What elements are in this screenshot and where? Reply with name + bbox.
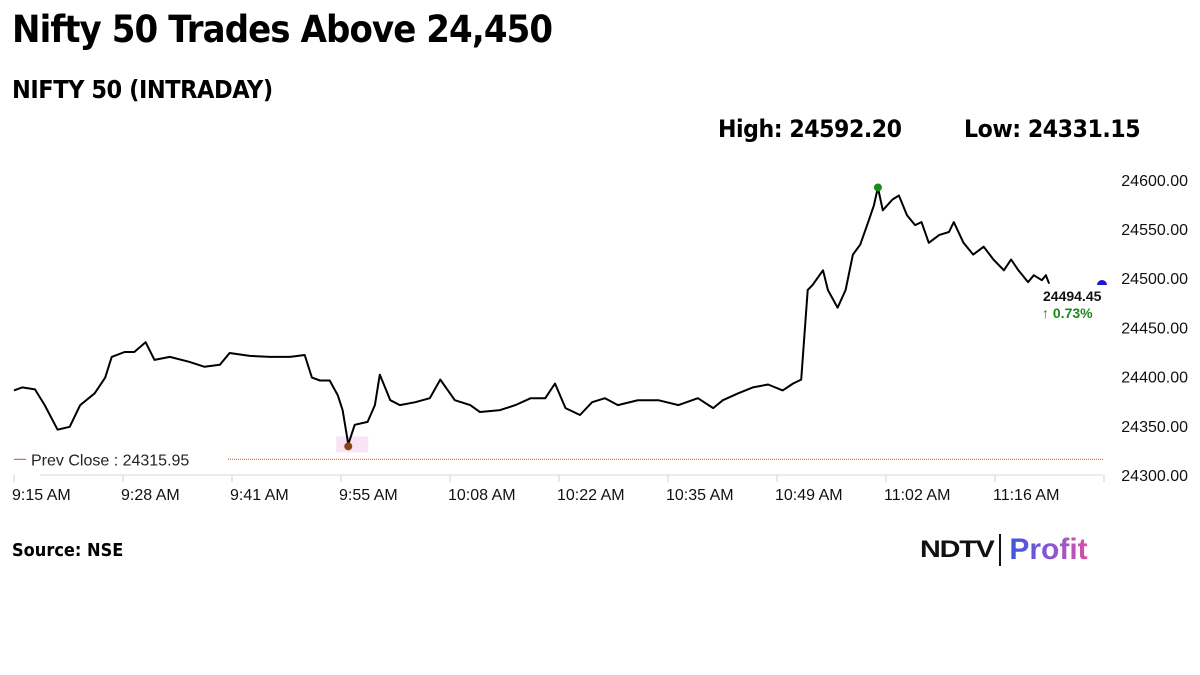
day-high-label: High: 24592.20	[718, 115, 902, 143]
last-value-marker	[1097, 280, 1107, 285]
y-tick-label: 24350.00	[1121, 419, 1188, 436]
ndtv-profit-logo: NDTV Profit	[920, 532, 1088, 568]
logo-profit-text: Profit	[1009, 533, 1088, 566]
x-tick-label: 11:16 AM	[993, 487, 1059, 504]
y-tick-label: 24400.00	[1121, 370, 1188, 387]
x-tick-label: 10:08 AM	[448, 487, 516, 504]
day-low-label: Low: 24331.15	[964, 115, 1141, 143]
y-axis: 24600.00 24550.00 24500.00 24450.00 24400.00…	[1121, 173, 1188, 485]
y-tick-label: 24300.00	[1121, 468, 1188, 485]
price-line	[13, 186, 1051, 446]
prev-close-line: Prev Close : 24315.95	[14, 452, 1103, 469]
x-tick-label: 9:15 AM	[12, 487, 71, 504]
logo-ndtv-text: NDTV	[920, 536, 995, 563]
x-tick-label: 9:55 AM	[339, 487, 398, 504]
last-value-label: 24494.45	[1043, 288, 1102, 304]
markers	[344, 183, 1107, 451]
low-highlight	[336, 436, 369, 453]
headline: Nifty 50 Trades Above 24,450	[12, 8, 553, 51]
y-tick-label: 24500.00	[1121, 271, 1188, 288]
x-tick-label: 10:22 AM	[557, 487, 625, 504]
x-tick-label: 10:35 AM	[666, 487, 734, 504]
intraday-line-chart: 24600.00 24550.00 24500.00 24450.00 24400.00…	[12, 173, 1188, 504]
change-percent-label: ↑ 0.73%	[1042, 305, 1093, 321]
y-tick-label: 24450.00	[1121, 320, 1188, 337]
source-label: Source: NSE	[12, 540, 124, 561]
x-tick-label: 9:41 AM	[230, 487, 289, 504]
logo-divider	[999, 534, 1002, 566]
y-tick-label: 24550.00	[1121, 222, 1188, 239]
high-marker	[873, 183, 882, 192]
x-tick-label: 10:49 AM	[775, 487, 843, 504]
x-tick-label: 9:28 AM	[121, 487, 180, 504]
last-value-labels: 24494.45↑ 0.73%	[1042, 288, 1102, 321]
chart-subtitle: NIFTY 50 (INTRADAY)	[12, 75, 273, 104]
y-tick-label: 24600.00	[1121, 173, 1188, 190]
x-axis: 9:15 AM 9:28 AM 9:41 AM 9:55 AM 10:08 AM 10:2…	[12, 474, 1105, 504]
low-marker	[344, 442, 353, 451]
x-tick-label: 11:02 AM	[884, 487, 950, 504]
prev-close-label: Prev Close : 24315.95	[31, 452, 189, 469]
